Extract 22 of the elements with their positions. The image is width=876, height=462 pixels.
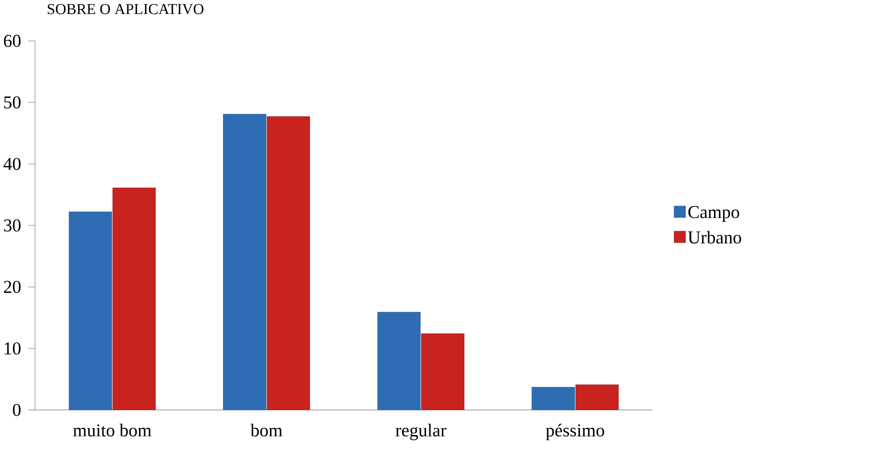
bar <box>223 114 266 410</box>
bar <box>421 333 464 410</box>
legend-label: Campo <box>688 206 740 222</box>
bar <box>68 212 112 410</box>
bar <box>266 116 310 410</box>
y-tick-label: 40 <box>4 158 21 170</box>
x-tick-label: regular <box>396 424 446 440</box>
bar <box>532 386 575 410</box>
x-tick-label: bom <box>250 424 282 436</box>
y-tick-label: 10 <box>4 342 21 354</box>
y-tick-label: 30 <box>4 219 21 232</box>
y-tick-label: 20 <box>4 280 21 293</box>
bar <box>377 312 421 410</box>
x-tick-label: muito bom <box>73 424 152 436</box>
bar <box>112 188 156 410</box>
legend-label: Urbano <box>688 230 742 244</box>
bar <box>575 384 619 410</box>
x-tick-label: péssimo <box>546 424 604 440</box>
chart-title: SOBRE O APLICATIVO <box>48 4 204 14</box>
y-tick-label: 50 <box>4 96 21 108</box>
y-tick-label: 0 <box>12 404 21 416</box>
y-tick-label: 60 <box>4 34 21 47</box>
